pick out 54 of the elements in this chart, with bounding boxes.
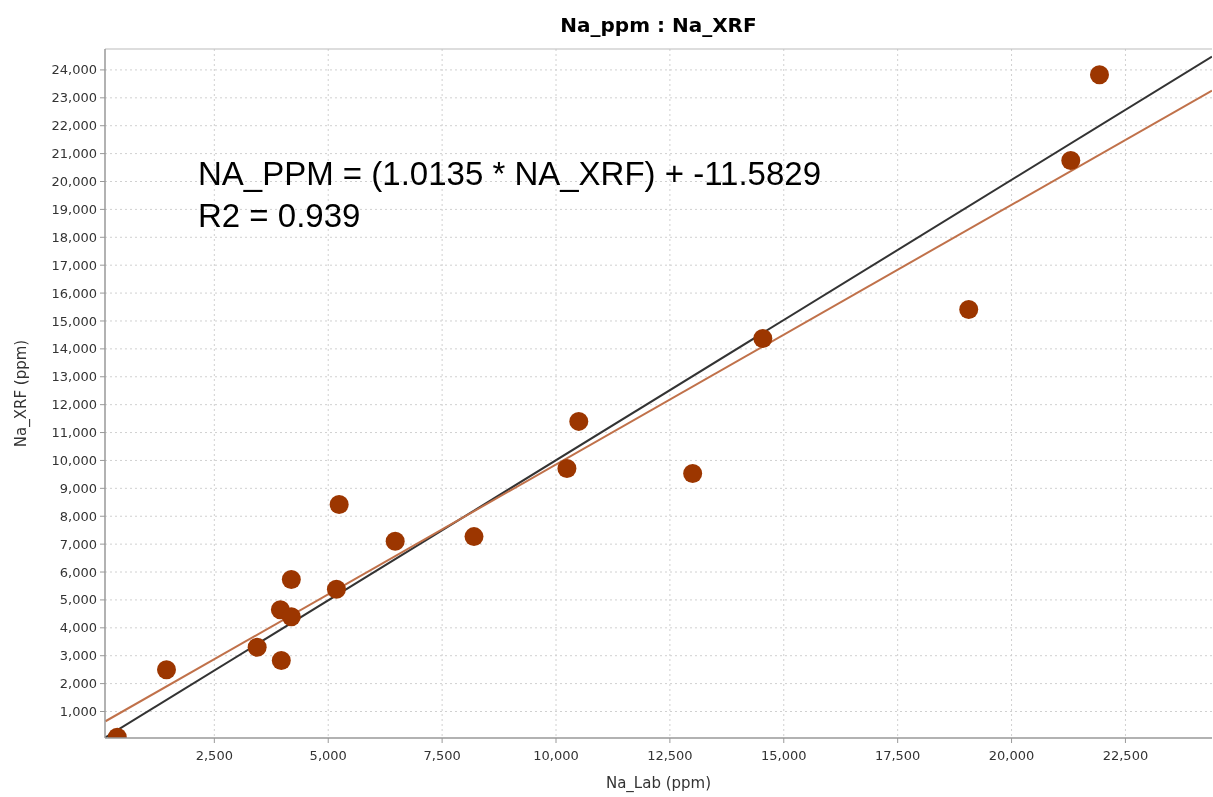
x-tick-label: 17,500	[874, 748, 921, 763]
y-tick-label: 6,000	[59, 564, 97, 580]
point	[281, 607, 301, 627]
y-tick-label: 14,000	[51, 341, 97, 357]
y-tick-label: 20,000	[51, 174, 97, 190]
point	[281, 570, 301, 590]
y-tick-label: 2,000	[59, 676, 97, 692]
point	[959, 300, 979, 320]
y-tick-label: 16,000	[51, 285, 97, 301]
y-tick-label: 22,000	[51, 118, 97, 134]
y-tick-label: 1,000	[59, 704, 97, 720]
point	[464, 527, 484, 547]
x-tick-label: 7,500	[423, 748, 461, 763]
annotation: NA_PPM = (1.0135 * NA_XRF) + -11.5829	[198, 155, 822, 192]
y-tick-label: 15,000	[51, 313, 97, 329]
y-tick-label: 18,000	[51, 229, 97, 245]
y-axis-title: Na_XRF (ppm)	[12, 339, 31, 448]
point	[247, 637, 267, 657]
y-tick-label: 9,000	[59, 480, 97, 496]
y-tick-label: 21,000	[51, 146, 97, 162]
x-tick-label: 10,000	[533, 748, 579, 763]
y-tick-label: 7,000	[59, 536, 97, 552]
point	[683, 464, 703, 484]
annotation: R2 = 0.939	[198, 197, 361, 234]
y-tick-label: 19,000	[51, 201, 97, 217]
y-tick-label: 8,000	[59, 508, 97, 524]
x-tick-label: 20,000	[988, 748, 1035, 763]
x-tick-label: 22,500	[1102, 748, 1149, 763]
y-tick-label: 4,000	[59, 620, 97, 636]
x-tick-label: 15,000	[761, 748, 807, 763]
y-tick-label: 23,000	[51, 90, 97, 106]
y-tick-label: 17,000	[51, 257, 97, 273]
point	[1061, 151, 1081, 171]
y-tick-label: 10,000	[51, 453, 97, 468]
y-tick-label: 5,000	[59, 592, 97, 608]
x-tick-label: 2,500	[195, 748, 233, 763]
x-axis-title: Na_Lab (ppm)	[605, 774, 712, 793]
point	[326, 579, 346, 599]
point	[1089, 65, 1109, 85]
point	[557, 459, 577, 479]
point	[157, 660, 176, 680]
y-tick-label: 3,000	[59, 648, 97, 664]
y-tick-label: 12,000	[51, 397, 97, 413]
point	[271, 650, 291, 670]
x-tick-label: 5,000	[309, 748, 347, 763]
x-tick-label: 12,500	[647, 748, 693, 763]
point	[569, 411, 589, 431]
chart-title: Na_ppm : Na_XRF	[560, 13, 757, 37]
y-tick-label: 13,000	[51, 369, 97, 385]
point	[753, 329, 773, 349]
point	[385, 531, 405, 551]
y-tick-label: 24,000	[51, 62, 97, 78]
y-tick-label: 11,000	[51, 425, 97, 441]
point	[329, 495, 349, 515]
